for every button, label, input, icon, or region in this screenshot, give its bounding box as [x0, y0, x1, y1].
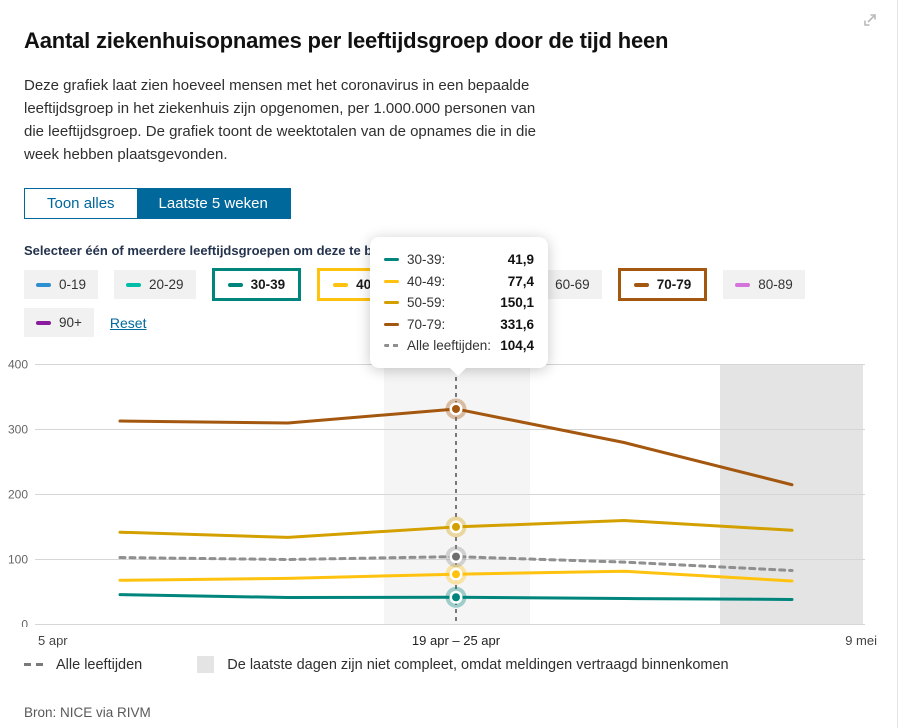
hover-dot-Alle-leeftijden	[452, 552, 460, 561]
age-group-chips-row-2: 90+ Reset	[24, 308, 146, 337]
incomplete-data-note: De laatste dagen zijn niet compleet, omd…	[227, 656, 729, 673]
trend-chart[interactable]: 0 100 200 300 400	[0, 353, 897, 632]
age-group-chip-0-19[interactable]: 0-19	[24, 270, 99, 299]
tooltip-caret	[449, 366, 467, 376]
series-line-icon	[227, 282, 243, 287]
tooltip-label: 30-39:	[407, 252, 446, 268]
series-line-icon	[384, 301, 399, 305]
tooltip-value: 104,4	[500, 338, 534, 354]
dashed-line-icon	[384, 344, 399, 348]
tooltip-row-40-49: 40-49: 77,4	[384, 271, 534, 293]
chart-tooltip: 30-39: 41,9 40-49: 77,4 50-59: 150,1 70-79: 331…	[370, 237, 548, 376]
age-group-label: 20-29	[149, 277, 184, 292]
y-tick-label-100: 100	[8, 553, 28, 567]
intro-text: Deze grafiek laat zien hoeveel mensen me…	[24, 77, 536, 163]
series-line-icon	[633, 282, 649, 287]
series-line-icon	[36, 282, 51, 287]
series-line-icon	[384, 322, 399, 326]
x-axis-start-label: 5 apr	[38, 633, 68, 648]
tooltip-label: 70-79:	[407, 316, 446, 332]
tooltip-row-50-59: 50-59: 150,1	[384, 292, 534, 314]
age-group-label: 60-69	[555, 277, 590, 292]
x-axis-hover-label: 19 apr – 25 apr	[411, 633, 501, 648]
toggle-last-5-weeks-button[interactable]: Laatste 5 weken	[136, 189, 290, 218]
age-group-chip-80-89[interactable]: 80-89	[723, 270, 805, 299]
tooltip-label: Alle leeftijden:	[407, 338, 492, 354]
age-group-chip-20-29[interactable]: 20-29	[114, 270, 196, 299]
series-line-icon	[126, 282, 142, 287]
expand-arrows-icon	[864, 13, 876, 26]
age-group-chip-70-79[interactable]: 70-79	[617, 268, 708, 301]
hover-dot-30-39	[452, 593, 460, 602]
hover-dot-70-79	[452, 404, 460, 413]
age-group-label: 0-19	[59, 277, 87, 292]
tooltip-rows: 30-39: 41,9 40-49: 77,4 50-59: 150,1 70-79: 331…	[384, 249, 534, 357]
select-agegroups-heading: Selecteer één of meerdere leeftijdsgroep…	[24, 243, 417, 258]
tooltip-label: 50-59:	[407, 295, 446, 311]
age-group-chip-90+[interactable]: 90+	[24, 308, 94, 337]
age-group-label: 70-79	[656, 277, 692, 292]
series-line-icon	[735, 282, 751, 287]
hover-dot-40-49	[452, 570, 460, 579]
page-title: Aantal ziekenhuisopnames per leeftijdsgr…	[24, 28, 669, 53]
toggle-show-all-button[interactable]: Toon alles	[25, 189, 137, 218]
y-tick-label-0: 0	[21, 618, 28, 628]
hover-dot-50-59	[452, 522, 460, 531]
chart-legend: Alle leeftijden De laatste dagen zijn ni…	[24, 656, 729, 673]
tooltip-value: 150,1	[500, 295, 534, 311]
all-ages-legend-label: Alle leeftijden	[56, 656, 143, 673]
tooltip-value: 77,4	[507, 273, 534, 289]
series-line-icon	[384, 258, 399, 262]
tooltip-row-70-79: 70-79: 331,6	[384, 314, 534, 336]
age-group-label: 30-39	[250, 277, 286, 292]
y-tick-label-400: 400	[8, 358, 28, 372]
incomplete-data-swatch-icon	[197, 656, 215, 673]
tooltip-row-30-39: 30-39: 41,9	[384, 249, 534, 271]
series-line-icon	[384, 279, 399, 283]
series-line-icon	[333, 282, 349, 287]
expand-icon[interactable]	[857, 8, 883, 34]
source-text: Bron: NICE via RIVM	[24, 705, 151, 720]
y-tick-label-200: 200	[8, 488, 28, 502]
y-tick-label-300: 300	[8, 423, 28, 437]
age-group-label: 90+	[59, 315, 82, 330]
tooltip-value: 331,6	[500, 316, 534, 332]
x-axis-end-label: 9 mei	[845, 633, 877, 648]
reset-link[interactable]: Reset	[109, 314, 147, 331]
chart-canvas: 0 100 200 300 400	[8, 358, 865, 632]
age-group-chip-30-39[interactable]: 30-39	[211, 268, 302, 301]
tooltip-value: 41,9	[507, 252, 534, 268]
time-range-toggle: Toon alles Laatste 5 weken	[24, 188, 291, 219]
all-ages-dashed-line-icon	[24, 663, 43, 666]
tooltip-row-Alle-leeftijden: Alle leeftijden: 104,4	[384, 335, 534, 357]
age-group-label: 80-89	[758, 277, 793, 292]
series-line-icon	[36, 320, 51, 325]
tooltip-label: 40-49:	[407, 273, 446, 289]
